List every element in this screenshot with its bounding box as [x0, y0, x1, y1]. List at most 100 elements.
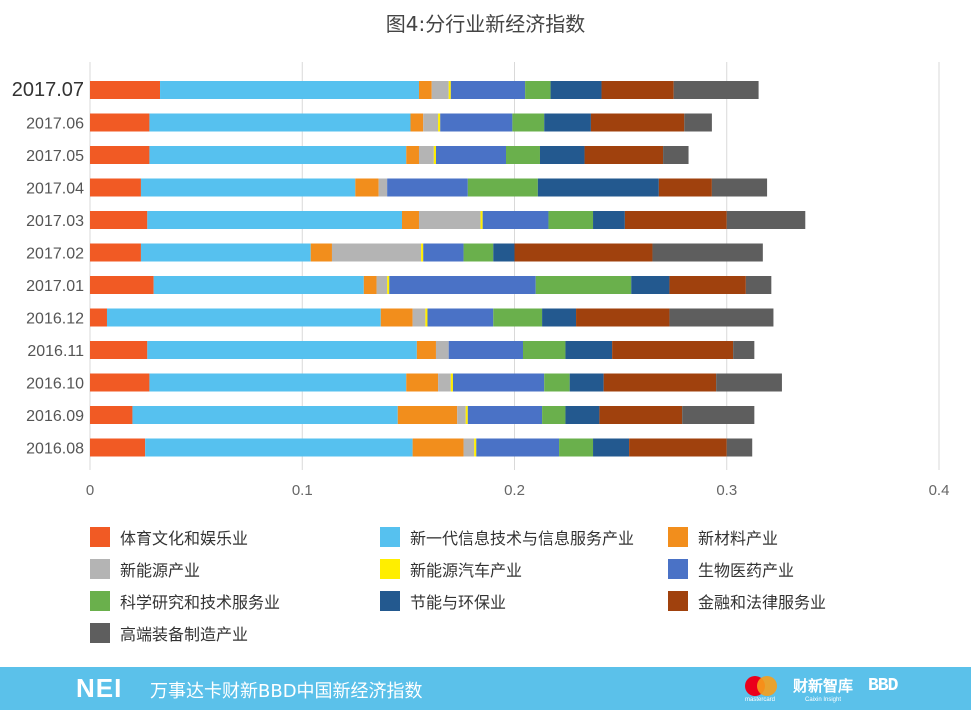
legend-label: 金融和法律服务业	[698, 593, 827, 612]
legend-item: 科学研究和技术服务业	[90, 589, 280, 613]
y-tick-label: 2016.09	[26, 408, 84, 425]
x-tick-label: 0.2	[504, 482, 525, 499]
mastercard-logo-icon	[745, 676, 779, 698]
bar-segment	[535, 276, 632, 294]
legend-swatch	[90, 591, 110, 611]
legend-item: 生物医药产业	[668, 557, 794, 581]
bar-segment	[389, 276, 536, 294]
caixin-insight-caption: Caixin Insight	[805, 697, 842, 703]
y-tick-label: 2017.04	[26, 181, 84, 198]
footer-banner: NEI 万事达卡财新BBD中国新经济指数 mastercard 财新智库 Cai…	[0, 667, 971, 710]
bar-segment	[711, 178, 768, 197]
bar-segment	[544, 113, 591, 132]
bar-segment	[140, 243, 311, 262]
bar-segment	[624, 211, 727, 229]
y-tick-label: 2017.02	[26, 246, 84, 263]
legend-label: 新能源汽车产业	[410, 561, 523, 580]
legend-label: 高端装备制造产业	[120, 625, 249, 644]
bar-segment	[463, 243, 494, 262]
x-tick-label: 0.1	[292, 482, 313, 499]
bar-segment	[584, 146, 664, 164]
bar-segment	[663, 146, 689, 164]
legend-label: 生物医药产业	[698, 561, 795, 580]
bar-segment	[450, 81, 526, 99]
bar-segment	[418, 146, 434, 164]
bar-segment	[410, 113, 424, 132]
legend-label: 节能与环保业	[410, 593, 507, 612]
bar-segment	[132, 406, 398, 424]
bar-segment	[467, 406, 543, 424]
legend-swatch	[380, 591, 400, 611]
bar-segment	[160, 81, 419, 99]
legend-item: 新能源汽车产业	[380, 557, 522, 581]
bar-segment	[433, 146, 436, 164]
bar-segment	[539, 146, 585, 164]
nei-logo: NEI	[76, 673, 123, 703]
bar-segment	[480, 211, 483, 229]
bar-segment	[90, 438, 146, 457]
legend-label: 新一代信息技术与信息服务产业	[410, 529, 635, 548]
bar-segment	[153, 276, 364, 294]
bar-segment	[684, 113, 712, 132]
bar-segment	[406, 373, 439, 392]
legend-label: 新材料产业	[698, 529, 779, 548]
bar-segment	[387, 178, 468, 197]
legend-item: 高端装备制造产业	[90, 621, 248, 645]
bar-segment	[435, 146, 507, 164]
y-tick-label: 2016.10	[26, 376, 84, 393]
bar-segment	[593, 438, 630, 457]
footer-title: 万事达卡财新BBD中国新经济指数	[150, 681, 423, 702]
bar-segment	[463, 438, 475, 457]
bar-segment	[537, 178, 659, 197]
bar-segment	[427, 308, 494, 327]
bar-segment	[565, 341, 613, 359]
bar-segment	[418, 211, 481, 229]
bar-segment	[310, 243, 332, 262]
legend-item: 金融和法律服务业	[668, 589, 826, 613]
bar-segment	[423, 113, 439, 132]
bar-segment	[506, 146, 540, 164]
bar-segment	[548, 211, 594, 229]
bar-segment	[149, 146, 407, 164]
bar-segment	[669, 308, 774, 327]
bar-segment	[514, 243, 653, 262]
bar-segment	[450, 373, 453, 392]
bar-segment	[448, 81, 451, 99]
bar-segment	[569, 373, 604, 392]
bar-segment	[658, 178, 712, 197]
legend-label: 体育文化和娱乐业	[120, 529, 249, 548]
bar-segment	[525, 81, 551, 99]
mastercard-caption: mastercard	[745, 697, 776, 703]
bar-segment	[376, 276, 388, 294]
y-tick-label: 2017.01	[26, 278, 84, 295]
bar-segment	[629, 438, 727, 457]
legend-label: 新能源产业	[120, 561, 201, 580]
bar-segment	[90, 243, 141, 262]
bar-segment	[733, 341, 755, 359]
bar-segment	[355, 178, 379, 197]
bar-segment	[438, 113, 441, 132]
bar-segment	[542, 308, 577, 327]
bar-segment	[149, 373, 407, 392]
bar-segment	[652, 243, 763, 262]
bar-segment	[387, 276, 390, 294]
y-tick-label: 2016.12	[26, 311, 84, 328]
bar-segment	[90, 178, 141, 197]
bar-segment	[145, 438, 413, 457]
legend-swatch	[90, 559, 110, 579]
bar-segment	[448, 341, 523, 359]
bar-segment	[421, 243, 424, 262]
legend-swatch	[668, 559, 688, 579]
bar-segment	[716, 373, 782, 392]
y-tick-label: 2017.07	[12, 79, 84, 101]
bar-segment	[106, 308, 381, 327]
bar-segment	[402, 211, 419, 229]
bar-segment	[544, 373, 570, 392]
bar-segment	[90, 211, 148, 229]
y-tick-label: 2017.03	[26, 213, 84, 230]
bar-segment	[669, 276, 746, 294]
bar-segment	[522, 341, 566, 359]
y-tick-label: 2017.05	[26, 148, 84, 165]
legend-swatch	[380, 559, 400, 579]
bar-segment	[631, 276, 670, 294]
